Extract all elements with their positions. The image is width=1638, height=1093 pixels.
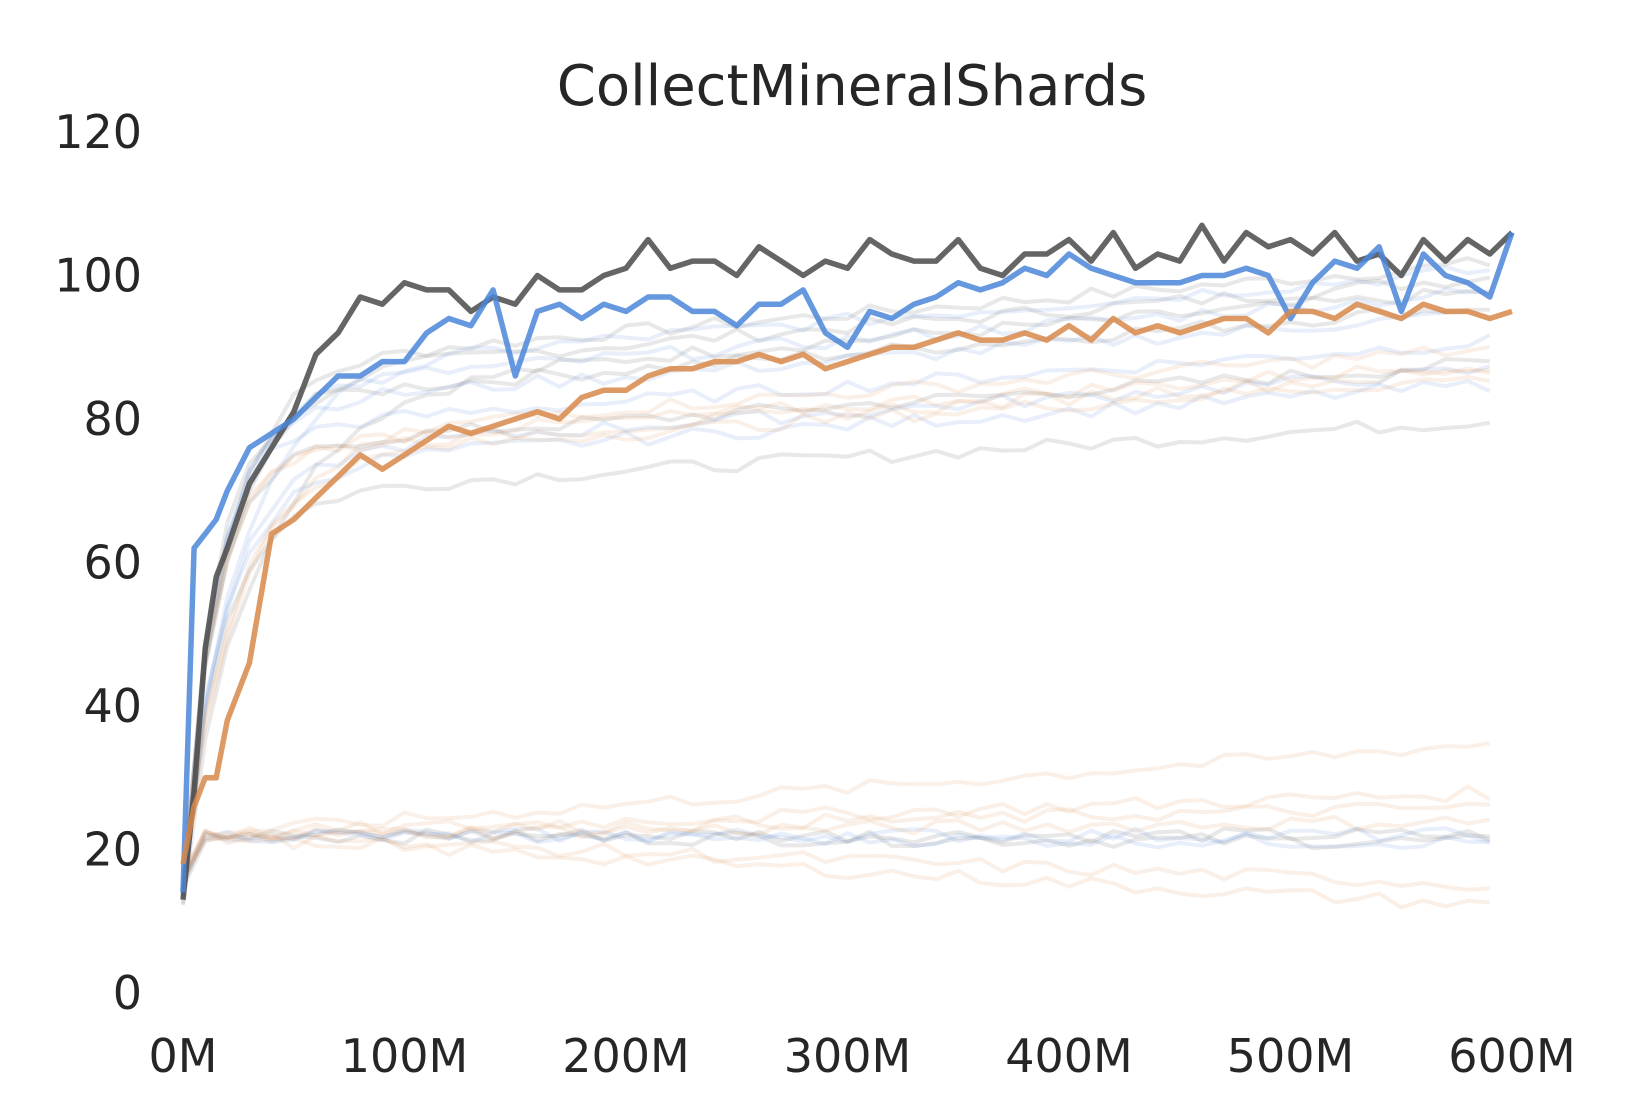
background-series-line [181, 829, 1490, 892]
x-tick-label: 400M [1005, 1029, 1133, 1083]
background-series-line [181, 784, 1491, 880]
highlighted-series-group [180, 222, 1515, 900]
y-axis-tick-labels: 0 20 40 60 80 100 120 [54, 105, 142, 1020]
background-series-line [181, 333, 1491, 889]
background-series-line [181, 827, 1490, 886]
background-series-line [181, 309, 1491, 896]
x-tick-label: 300M [784, 1029, 912, 1083]
x-tick-label: 0M [149, 1029, 218, 1083]
background-series-line [181, 344, 1491, 878]
background-series-line [181, 814, 1491, 876]
orange-series-line [180, 301, 1513, 865]
background-series-line [181, 828, 1490, 881]
x-axis-tick-labels: 0M 100M 200M 300M 400M 500M 600M [149, 1029, 1576, 1083]
background-series-line [181, 801, 1490, 879]
chart-title: CollectMineralShards [557, 54, 1148, 119]
x-tick-label: 200M [562, 1029, 690, 1083]
background-series-line [181, 364, 1490, 885]
background-series-line [181, 826, 1491, 881]
background-series-line [181, 265, 1491, 891]
blue-series-line [180, 231, 1515, 893]
y-tick-label: 40 [83, 679, 142, 733]
y-tick-label: 100 [54, 249, 142, 303]
x-tick-label: 500M [1227, 1029, 1355, 1083]
y-tick-label: 20 [83, 823, 142, 877]
background-series-line [181, 375, 1491, 879]
y-tick-label: 80 [83, 392, 142, 446]
y-tick-label: 0 [113, 966, 142, 1020]
background-series-line [181, 364, 1491, 886]
background-series-line [181, 828, 1490, 910]
background-series-line [181, 419, 1491, 894]
background-series-line [181, 826, 1491, 889]
background-series-line [181, 366, 1491, 881]
background-series-line [181, 357, 1490, 897]
gray-series-line [180, 222, 1514, 900]
x-tick-label: 600M [1448, 1029, 1576, 1083]
background-series-line [181, 741, 1491, 885]
y-tick-label: 120 [54, 105, 142, 159]
x-tick-label: 100M [341, 1029, 469, 1083]
y-tick-label: 60 [83, 536, 142, 590]
background-series-group [181, 256, 1491, 910]
